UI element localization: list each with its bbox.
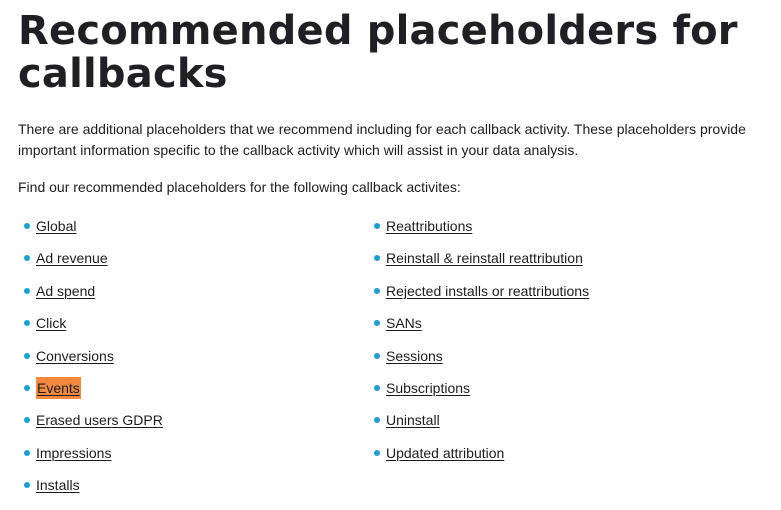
bullet-icon bbox=[24, 352, 30, 359]
link-ad-revenue[interactable]: Ad revenue bbox=[36, 250, 108, 267]
link-click[interactable]: Click bbox=[36, 315, 67, 332]
list-item: Impressions bbox=[24, 442, 163, 474]
list-item: Erased users GDPR bbox=[24, 409, 163, 441]
bullet-icon bbox=[24, 223, 30, 229]
bullet-icon bbox=[24, 482, 30, 489]
bullet-icon bbox=[374, 417, 380, 424]
bullet-icon bbox=[24, 449, 30, 456]
bullet-icon bbox=[374, 449, 380, 456]
bullet-icon bbox=[374, 384, 380, 391]
bullet-icon bbox=[24, 320, 30, 327]
link-conversions[interactable]: Conversions bbox=[36, 347, 114, 364]
list-item: Conversions bbox=[24, 345, 163, 377]
bullet-icon bbox=[24, 384, 30, 391]
link-impressions[interactable]: Impressions bbox=[36, 444, 112, 461]
find-placeholders-text: Find our recommended placeholders for th… bbox=[18, 179, 461, 195]
list-item: Global bbox=[24, 215, 163, 247]
link-reinstall-reattribution[interactable]: Reinstall & reinstall reattribution bbox=[386, 250, 583, 267]
list-item: Subscriptions bbox=[374, 377, 589, 409]
list-item: SANs bbox=[374, 312, 589, 344]
page-content: Recommended placeholders for callbacks T… bbox=[18, 0, 778, 494]
link-events[interactable]: Events bbox=[36, 376, 81, 399]
bullet-icon bbox=[374, 320, 380, 327]
bullet-icon bbox=[374, 287, 380, 294]
list-item: Reattributions bbox=[374, 215, 589, 247]
bullet-icon bbox=[24, 287, 30, 294]
list-item: Ad revenue bbox=[24, 247, 163, 279]
list-item: Reinstall & reinstall reattribution bbox=[374, 247, 589, 279]
link-rejected-installs[interactable]: Rejected installs or reattributions bbox=[386, 282, 590, 299]
list-item: Uninstall bbox=[374, 409, 589, 441]
bullet-icon bbox=[374, 255, 380, 262]
bullet-icon bbox=[24, 255, 30, 262]
link-sans[interactable]: SANs bbox=[386, 315, 422, 332]
link-sessions[interactable]: Sessions bbox=[386, 347, 443, 364]
list-item: Updated attribution bbox=[374, 442, 589, 474]
list-item: Installs bbox=[24, 474, 163, 506]
bullet-icon bbox=[374, 352, 380, 359]
right-link-list: Reattributions Reinstall & reinstall rea… bbox=[374, 215, 589, 474]
left-link-list: Global Ad revenue Ad spend Click Convers… bbox=[24, 215, 163, 507]
list-item: Rejected installs or reattributions bbox=[374, 280, 589, 312]
list-item: Sessions bbox=[374, 345, 589, 377]
list-item: Ad spend bbox=[24, 280, 163, 312]
intro-paragraph: There are additional placeholders that w… bbox=[18, 121, 746, 158]
link-ad-spend[interactable]: Ad spend bbox=[36, 282, 96, 299]
bullet-icon bbox=[374, 223, 380, 229]
bullet-icon bbox=[24, 417, 30, 424]
link-updated-attribution[interactable]: Updated attribution bbox=[386, 444, 505, 461]
link-subscriptions[interactable]: Subscriptions bbox=[386, 379, 471, 396]
link-global[interactable]: Global bbox=[36, 218, 77, 234]
link-uninstall[interactable]: Uninstall bbox=[386, 412, 440, 429]
list-item: Click bbox=[24, 312, 163, 344]
list-item: Events bbox=[24, 376, 163, 409]
page-title: Recommended placeholders for callbacks bbox=[18, 8, 738, 97]
link-erased-users-gdpr[interactable]: Erased users GDPR bbox=[36, 412, 163, 429]
link-installs[interactable]: Installs bbox=[36, 477, 80, 494]
link-reattributions[interactable]: Reattributions bbox=[386, 218, 473, 234]
